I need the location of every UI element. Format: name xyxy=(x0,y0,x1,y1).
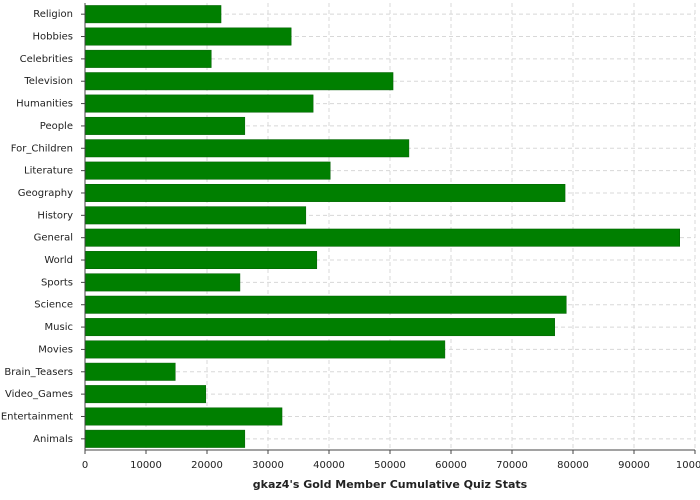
x-tick-label: 70000 xyxy=(496,460,528,471)
bar xyxy=(84,228,680,247)
bar xyxy=(84,5,222,24)
y-tick-label: Science xyxy=(34,300,73,311)
x-tick-label: 50000 xyxy=(374,460,406,471)
bar xyxy=(84,429,246,448)
y-tick-label: Music xyxy=(45,322,73,333)
x-axis-label: gkaz4's Gold Member Cumulative Quiz Stat… xyxy=(253,478,528,491)
x-tick-label: 60000 xyxy=(435,460,467,471)
y-tick-label: World xyxy=(44,255,73,266)
bar xyxy=(84,295,567,314)
y-tick-label: Religion xyxy=(33,9,73,20)
y-tick-label: Entertainment xyxy=(1,411,73,422)
y-tick-label: Geography xyxy=(18,188,73,199)
y-tick-label: Brain_Teasers xyxy=(4,367,73,378)
bar xyxy=(84,116,246,135)
y-tick-label: For_Children xyxy=(11,143,73,154)
x-tick-label: 30000 xyxy=(252,460,284,471)
y-tick-label: Sports xyxy=(41,277,73,288)
bar xyxy=(84,49,212,68)
x-tick-label: 40000 xyxy=(313,460,345,471)
bar xyxy=(84,362,176,381)
bar xyxy=(84,139,410,158)
x-tick-label: 100000 xyxy=(676,460,700,471)
bar xyxy=(84,318,555,337)
y-tick-label: Hobbies xyxy=(33,32,73,43)
bar xyxy=(84,94,314,113)
y-tick-label: Video_Games xyxy=(5,389,73,400)
bar xyxy=(84,340,446,359)
bar xyxy=(84,251,318,269)
x-tick-label: 90000 xyxy=(618,460,650,471)
x-tick-label: 10000 xyxy=(130,460,162,471)
y-tick-label: People xyxy=(40,121,73,132)
y-tick-label: Literature xyxy=(24,166,73,177)
y-tick-label: General xyxy=(34,233,73,244)
y-tick-label: Celebrities xyxy=(20,54,73,65)
x-tick-label: 0 xyxy=(82,460,88,471)
bar xyxy=(84,407,283,426)
x-tick-label: 20000 xyxy=(191,460,223,471)
bar xyxy=(84,385,207,404)
bar xyxy=(84,72,394,91)
bar xyxy=(84,273,241,292)
bar xyxy=(84,206,307,225)
bar xyxy=(84,161,331,180)
x-tick-label: 80000 xyxy=(557,460,589,471)
y-tick-label: Humanities xyxy=(16,99,73,110)
bar xyxy=(84,184,566,202)
y-tick-label: Television xyxy=(23,76,73,87)
y-tick-label: History xyxy=(37,210,73,221)
y-tick-label: Animals xyxy=(33,434,73,445)
bar xyxy=(84,27,292,46)
y-tick-label: Movies xyxy=(38,344,73,355)
